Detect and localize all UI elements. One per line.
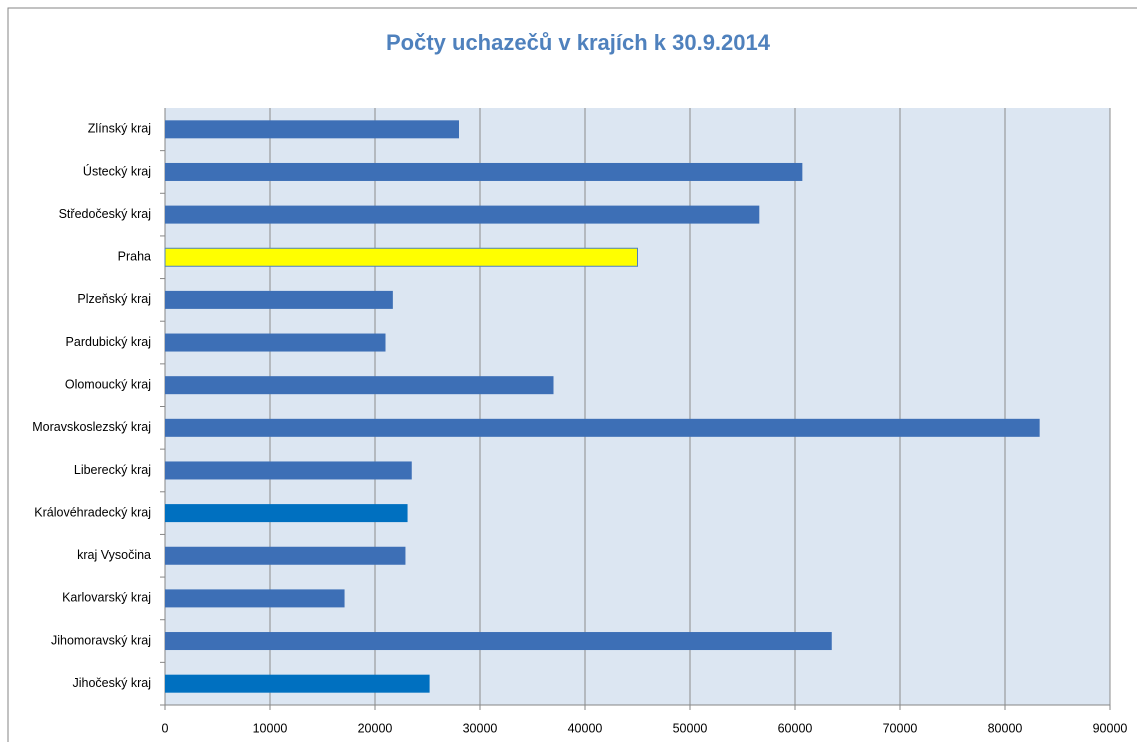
- x-tick-label: 60000: [778, 721, 813, 735]
- x-tick-label: 90000: [1093, 721, 1128, 735]
- y-tick-label: Jihočeský kraj: [73, 676, 152, 690]
- y-tick-label: Jihomoravský kraj: [51, 633, 151, 647]
- y-tick-label: kraj Vysočina: [77, 548, 151, 562]
- x-tick-label: 40000: [568, 721, 603, 735]
- y-tick-label: Praha: [118, 250, 151, 264]
- bar: [165, 674, 430, 693]
- chart-title: Počty uchazečů v krajích k 30.9.2014: [386, 30, 771, 55]
- x-tick-label: 20000: [358, 721, 393, 735]
- y-tick-label: Zlínský kraj: [88, 122, 151, 136]
- bar: [165, 162, 803, 181]
- bar: [165, 120, 459, 139]
- y-tick-label: Ústecký kraj: [83, 163, 151, 178]
- x-tick-label: 0: [162, 721, 169, 735]
- bar: [165, 333, 386, 352]
- bar: [165, 632, 832, 651]
- plot-area: [165, 108, 1110, 705]
- x-tick-label: 10000: [253, 721, 288, 735]
- x-tick-label: 70000: [883, 721, 918, 735]
- x-tick-label: 30000: [463, 721, 498, 735]
- y-tick-label: Liberecký kraj: [74, 463, 151, 477]
- bar: [165, 504, 408, 523]
- y-tick-label: Královéhradecký kraj: [34, 505, 151, 519]
- bar: [165, 205, 760, 224]
- y-tick-label: Středočeský kraj: [59, 207, 151, 221]
- y-tick-label: Karlovarský kraj: [62, 591, 151, 605]
- bar: [165, 546, 406, 565]
- bar: [164, 247, 638, 267]
- bar: [165, 461, 412, 480]
- bar: [165, 376, 554, 395]
- y-tick-label: Plzeňský kraj: [77, 292, 151, 306]
- x-tick-label: 50000: [673, 721, 708, 735]
- y-tick-label: Moravskoslezský kraj: [32, 420, 151, 434]
- y-tick-label: Olomoucký kraj: [65, 377, 151, 391]
- y-tick-label: Pardubický kraj: [66, 335, 151, 349]
- bar: [165, 589, 345, 608]
- x-tick-label: 80000: [988, 721, 1023, 735]
- bar: [165, 418, 1040, 437]
- bar: [165, 290, 393, 309]
